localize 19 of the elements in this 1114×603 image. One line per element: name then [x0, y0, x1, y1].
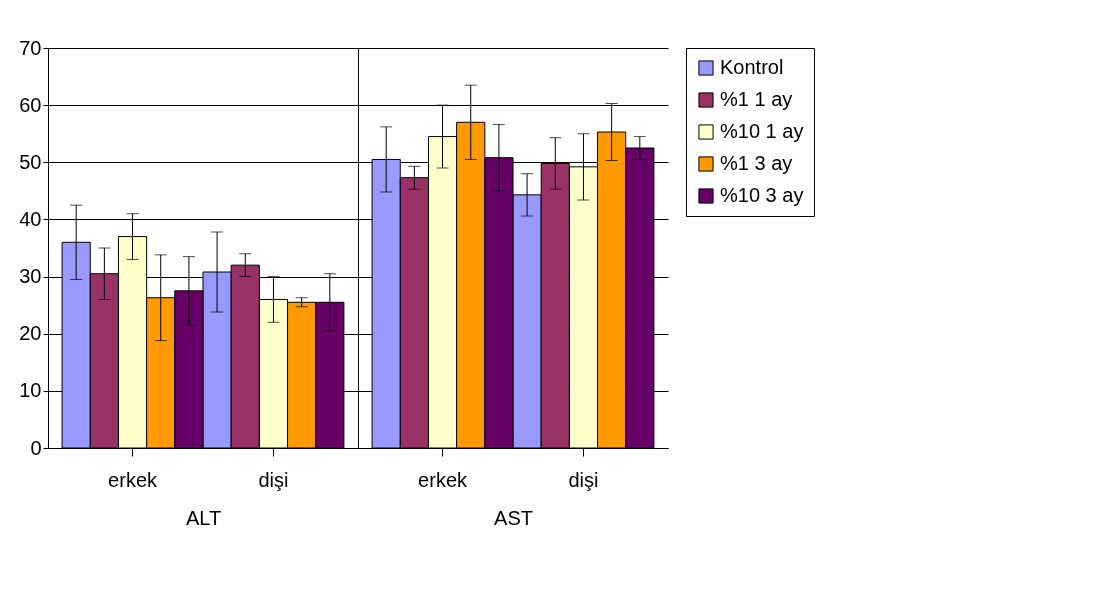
x-tick-label: dişi — [568, 468, 599, 491]
y-tick-label: 30 — [19, 265, 42, 288]
x-axis-title: ALT — [185, 506, 222, 529]
legend-label: %1 1 ay — [720, 88, 793, 110]
legend-label: %10 3 ay — [720, 184, 804, 206]
y-tick-label: 0 — [30, 436, 42, 459]
legend-label: %1 3 ay — [720, 152, 793, 174]
y-tick-label: 60 — [19, 93, 42, 116]
x-tick-label: erkek — [418, 468, 468, 491]
legend-label: Kontrol — [720, 56, 784, 78]
y-tick-label: 20 — [19, 322, 42, 345]
x-tick-label: erkek — [108, 468, 158, 491]
y-tick-label: 40 — [19, 207, 42, 230]
y-tick-label: 10 — [19, 379, 42, 402]
x-axis-title: AST — [494, 506, 533, 529]
y-tick-label: 50 — [19, 150, 42, 173]
y-tick-label: 70 — [19, 36, 42, 59]
legend-label: %10 1 ay — [720, 120, 804, 142]
x-tick-label: dişi — [258, 468, 289, 491]
